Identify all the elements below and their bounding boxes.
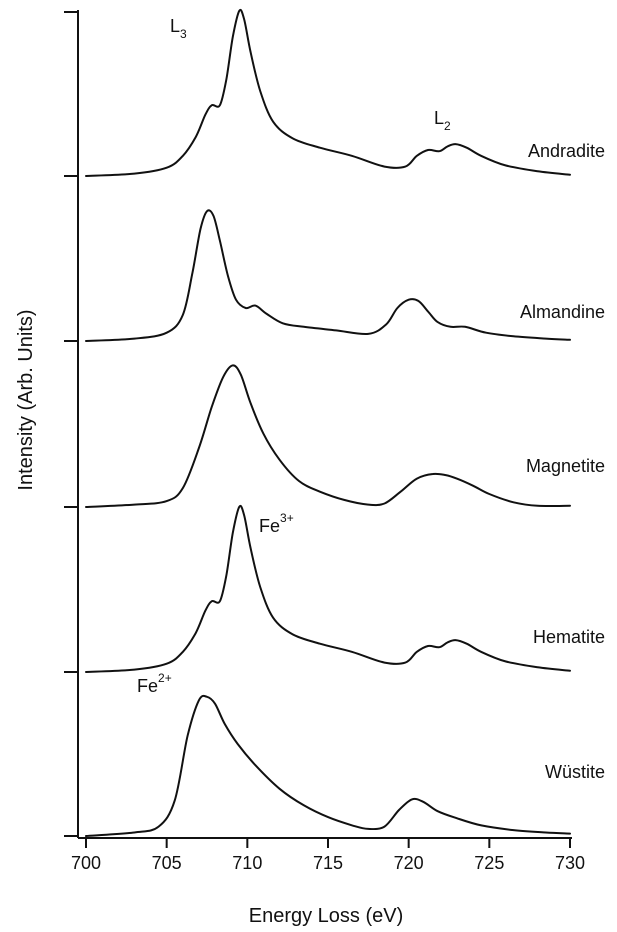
series-labels: Andradite Almandine Magnetite Hematite Wüsti… [520,141,605,782]
spectrum-line-andradite [85,8,571,177]
fe3-annotation: Fe3+ [259,511,294,536]
x-axis-title: Energy Loss (eV) [249,905,404,927]
fe2-annotation: Fe2+ [137,671,172,696]
series-label-wustite: Wüstite [545,762,605,782]
series-label-hematite: Hematite [533,627,605,647]
spectrum-line-almandine [85,209,571,342]
spectrum-line-wustite [85,694,571,837]
x-tick-label-705: 705 [152,853,182,873]
l3-annotation: L3 [170,16,187,41]
x-tick-label-730: 730 [555,853,585,873]
x-tick-label-710: 710 [232,853,262,873]
x-tick-label-700: 700 [71,853,101,873]
x-axis: 700 705 710 715 720 725 730 [71,837,585,873]
l2-annotation: L2 [434,108,451,133]
spectra [85,8,571,837]
x-tick-label-720: 720 [394,853,424,873]
y-axis [64,10,79,838]
series-label-magnetite: Magnetite [526,456,605,476]
series-label-almandine: Almandine [520,302,605,322]
spectrum-line-magnetite [85,364,571,508]
series-label-andradite: Andradite [528,141,605,161]
y-axis-title: Intensity (Arb. Units) [15,309,37,490]
x-tick-label-715: 715 [313,853,343,873]
spectrum-line-hematite [85,504,571,673]
x-tick-label-725: 725 [474,853,504,873]
